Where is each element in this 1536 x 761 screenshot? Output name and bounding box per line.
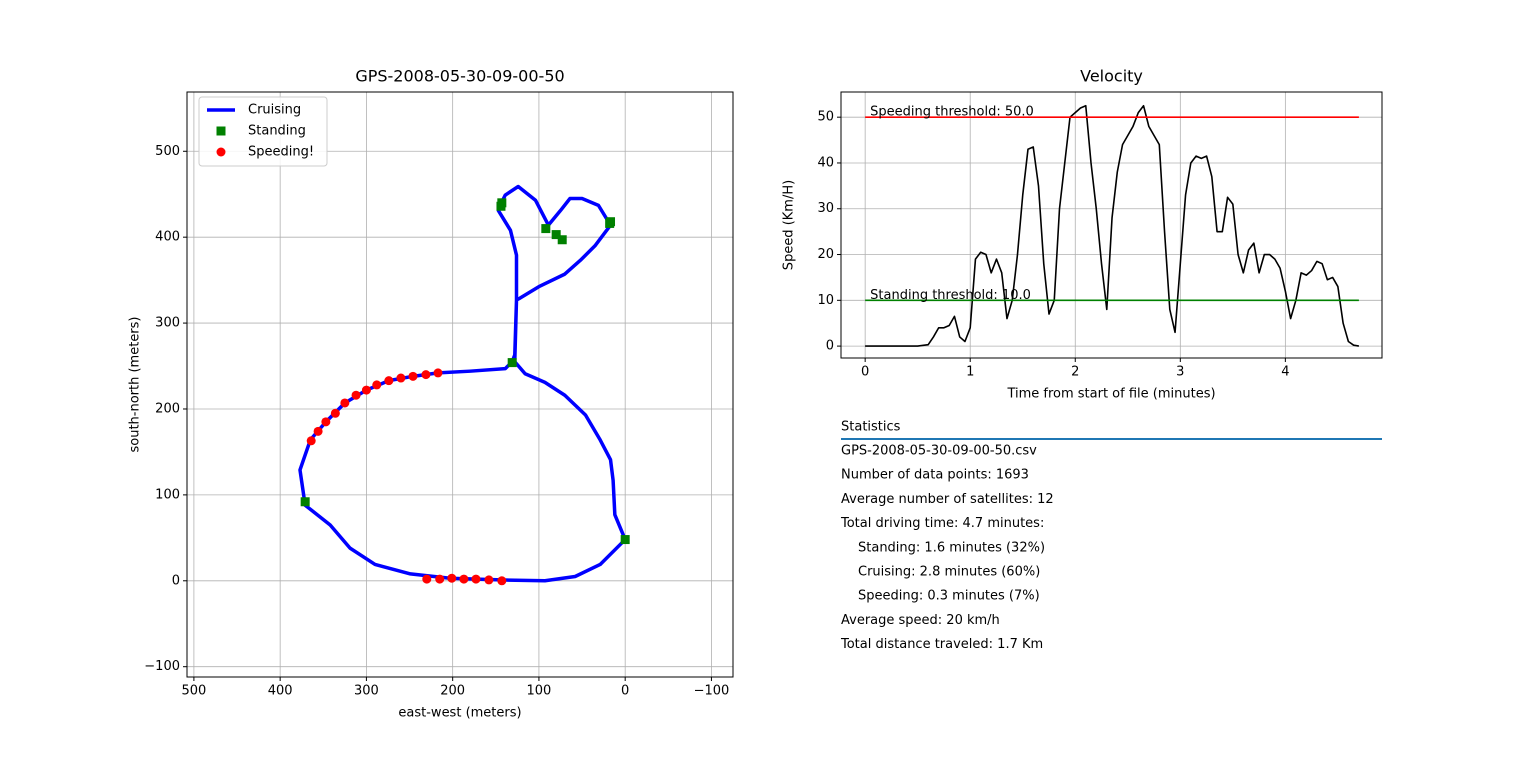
y-tick-label: 50 xyxy=(817,110,834,125)
x-tick-label: 400 xyxy=(268,684,293,699)
standing-marker xyxy=(496,201,506,211)
speeding-marker xyxy=(396,373,406,383)
plot xyxy=(865,104,1360,347)
speeding-marker xyxy=(471,574,481,584)
x-tick-label: 500 xyxy=(181,684,206,699)
threshold-label: Standing threshold: 10.0 xyxy=(870,288,1031,303)
x-tick-label: 3 xyxy=(1176,365,1184,380)
speeding-marker xyxy=(433,368,443,378)
plot-area xyxy=(187,92,733,677)
statistics-line: Total distance traveled: 1.7 Km xyxy=(840,637,1043,652)
series-line xyxy=(865,104,1360,347)
standing-marker xyxy=(507,358,517,368)
y-tick-label: 500 xyxy=(155,144,180,159)
chart: 500 400 300 200 100 0 −100 −100 0 100 200 300 400 500… xyxy=(128,67,734,721)
speeding-marker xyxy=(422,574,432,584)
standing-marker xyxy=(541,224,551,234)
x-tick-label: 300 xyxy=(354,684,379,699)
statistics-line: Average speed: 20 km/h xyxy=(841,613,1000,628)
statistics-line: Number of data points: 1693 xyxy=(841,468,1029,483)
x-tick-label: 1 xyxy=(966,365,974,380)
y-tick-label: 400 xyxy=(155,230,180,245)
y-tick-label: 0 xyxy=(172,573,180,588)
y-tick-label: 300 xyxy=(155,316,180,331)
standing-marker xyxy=(620,535,630,545)
y-tick-label: −100 xyxy=(144,659,180,674)
standing-marker xyxy=(300,497,310,507)
legend-label: Standing xyxy=(248,124,306,139)
speeding-marker xyxy=(351,390,361,400)
statistics-subline: Cruising: 2.8 minutes (60%) xyxy=(858,565,1040,580)
speeding-marker xyxy=(313,426,323,436)
speeding-marker xyxy=(421,370,431,380)
y-tick-label: 200 xyxy=(155,401,180,416)
speeding-marker xyxy=(459,574,469,584)
speeding-marker xyxy=(340,398,350,408)
speeding-marker xyxy=(306,436,316,446)
y-tick-label: 10 xyxy=(817,293,834,308)
speeding-marker xyxy=(408,371,418,381)
speeding-marker xyxy=(484,575,494,585)
y-axis-label: south-north (meters) xyxy=(128,316,143,452)
standing-marker xyxy=(551,230,561,240)
y-tick-label: 40 xyxy=(817,155,834,170)
threshold-label: Speeding threshold: 50.0 xyxy=(870,105,1034,120)
x-tick-label: 4 xyxy=(1281,365,1289,380)
y-tick-label: 100 xyxy=(155,487,180,502)
speeding-marker xyxy=(361,385,371,395)
y-axis-label: Speed (Km/H) xyxy=(782,180,797,270)
statistics-line: Average number of satellites: 12 xyxy=(841,492,1054,507)
y-tick-label: 20 xyxy=(817,247,834,262)
speeding-marker xyxy=(321,417,331,427)
legend-label: Cruising xyxy=(248,103,301,118)
y-tick-label: 0 xyxy=(826,339,834,354)
axes-frame xyxy=(840,91,1383,359)
x-tick-label: −100 xyxy=(694,684,730,699)
chart-title: Velocity xyxy=(1080,67,1143,86)
x-tick-label: 2 xyxy=(1071,365,1079,380)
standing-marker xyxy=(557,235,567,245)
statistics-title: Statistics xyxy=(841,420,901,435)
legend-label: Speeding! xyxy=(248,145,314,160)
plot xyxy=(298,184,630,586)
x-axis-label: east-west (meters) xyxy=(398,706,521,721)
statistics-subline: Speeding: 0.3 minutes (7%) xyxy=(858,589,1040,604)
x-tick-label: 200 xyxy=(440,684,465,699)
axes-frame xyxy=(186,91,734,678)
legend xyxy=(198,96,328,167)
statistics-subline: Standing: 1.6 minutes (32%) xyxy=(858,540,1045,555)
speeding-marker xyxy=(435,574,445,584)
legend-swatch xyxy=(216,147,226,157)
chart-title: GPS-2008-05-30-09-00-50 xyxy=(355,67,564,86)
speeding-marker xyxy=(497,576,507,586)
standing-marker xyxy=(606,217,616,227)
series-line xyxy=(298,184,627,583)
x-tick-label: 100 xyxy=(527,684,552,699)
speeding-marker xyxy=(330,408,340,418)
speeding-marker xyxy=(447,573,457,583)
statistics-line: Total driving time: 4.7 minutes: xyxy=(840,516,1044,531)
speeding-marker xyxy=(384,376,394,386)
legend-swatch xyxy=(216,126,226,136)
x-axis-label: Time from start of file (minutes) xyxy=(1006,387,1215,402)
y-tick-label: 30 xyxy=(817,201,834,216)
x-tick-label: 0 xyxy=(621,684,629,699)
statistics-line: GPS-2008-05-30-09-00-50.csv xyxy=(841,444,1037,459)
speeding-marker xyxy=(372,380,382,390)
x-tick-label: 0 xyxy=(861,365,869,380)
